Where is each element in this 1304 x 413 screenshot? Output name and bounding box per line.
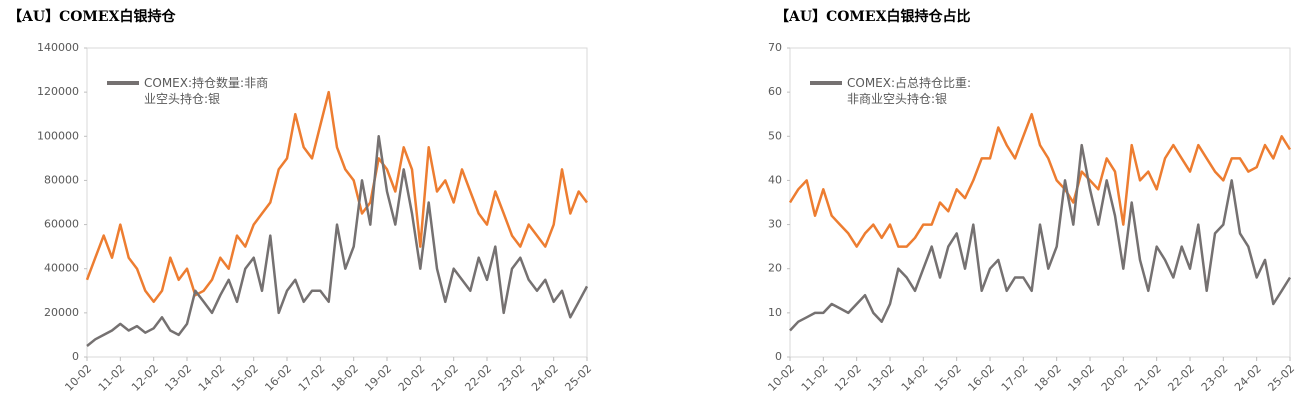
- y-tick-label: 30: [768, 218, 782, 231]
- x-tick-label: 22-02: [1165, 362, 1197, 394]
- x-tick-label: 14-02: [196, 362, 228, 394]
- x-tick-label: 22-02: [462, 362, 494, 394]
- y-tick-label: 80000: [44, 173, 79, 186]
- x-tick-label: 24-02: [529, 362, 561, 394]
- y-tick-label: 100000: [37, 129, 79, 142]
- y-tick-label: 70: [768, 41, 782, 54]
- x-tick-label: 12-02: [832, 362, 864, 394]
- x-tick-label: 17-02: [999, 362, 1031, 394]
- y-tick-label: 60: [768, 85, 782, 98]
- legend-label: COMEX:持仓数量:非商业空头持仓:银: [144, 76, 269, 106]
- y-tick-label: 20000: [44, 306, 79, 319]
- x-tick-label: 25-02: [1265, 362, 1297, 394]
- x-tick-label: 16-02: [965, 362, 997, 394]
- x-tick-label: 23-02: [1199, 362, 1231, 394]
- series-line: [85, 90, 588, 304]
- y-tick-label: 50: [768, 129, 782, 142]
- x-tick-label: 13-02: [162, 362, 194, 394]
- x-tick-label: 15-02: [229, 362, 261, 394]
- x-tick-label: 11-02: [96, 362, 128, 394]
- x-tick-label: 21-02: [1132, 362, 1164, 394]
- y-tick-label: 0: [72, 350, 79, 363]
- x-tick-label: 18-02: [329, 362, 361, 394]
- x-tick-label: 20-02: [1099, 362, 1131, 394]
- y-tick-label: 120000: [37, 85, 79, 98]
- y-tick-label: 0: [775, 350, 782, 363]
- x-tick-label: 16-02: [262, 362, 294, 394]
- y-tick-label: 40000: [44, 262, 79, 275]
- series-line: [789, 143, 1292, 332]
- x-tick-label: 19-02: [362, 362, 394, 394]
- series-line: [788, 112, 1292, 248]
- x-tick-label: 10-02: [62, 362, 94, 394]
- legend-label: COMEX:占总持仓比重:非商业空头持仓:银: [847, 76, 972, 106]
- x-tick-label: 18-02: [1032, 362, 1064, 394]
- x-tick-label: 19-02: [1065, 362, 1097, 394]
- x-tick-label: 23-02: [496, 362, 528, 394]
- x-tick-label: 25-02: [562, 362, 594, 394]
- chart-title: 【AU】COMEX白银持仓占比: [775, 9, 971, 25]
- x-tick-label: 11-02: [799, 362, 831, 394]
- x-tick-label: 12-02: [129, 362, 161, 394]
- y-tick-label: 20: [768, 262, 782, 275]
- y-tick-label: 10: [768, 306, 782, 319]
- x-tick-label: 14-02: [899, 362, 931, 394]
- y-tick-label: 40: [768, 173, 782, 186]
- x-tick-label: 20-02: [396, 362, 428, 394]
- series-line: [86, 135, 589, 347]
- x-tick-label: 13-02: [865, 362, 897, 394]
- x-tick-label: 17-02: [296, 362, 328, 394]
- y-tick-label: 140000: [37, 41, 79, 54]
- x-tick-label: 10-02: [765, 362, 797, 394]
- chart-title: 【AU】COMEX白银持仓: [8, 9, 176, 25]
- y-tick-label: 60000: [44, 218, 79, 231]
- x-tick-label: 15-02: [932, 362, 964, 394]
- x-tick-label: 21-02: [429, 362, 461, 394]
- x-tick-label: 24-02: [1232, 362, 1264, 394]
